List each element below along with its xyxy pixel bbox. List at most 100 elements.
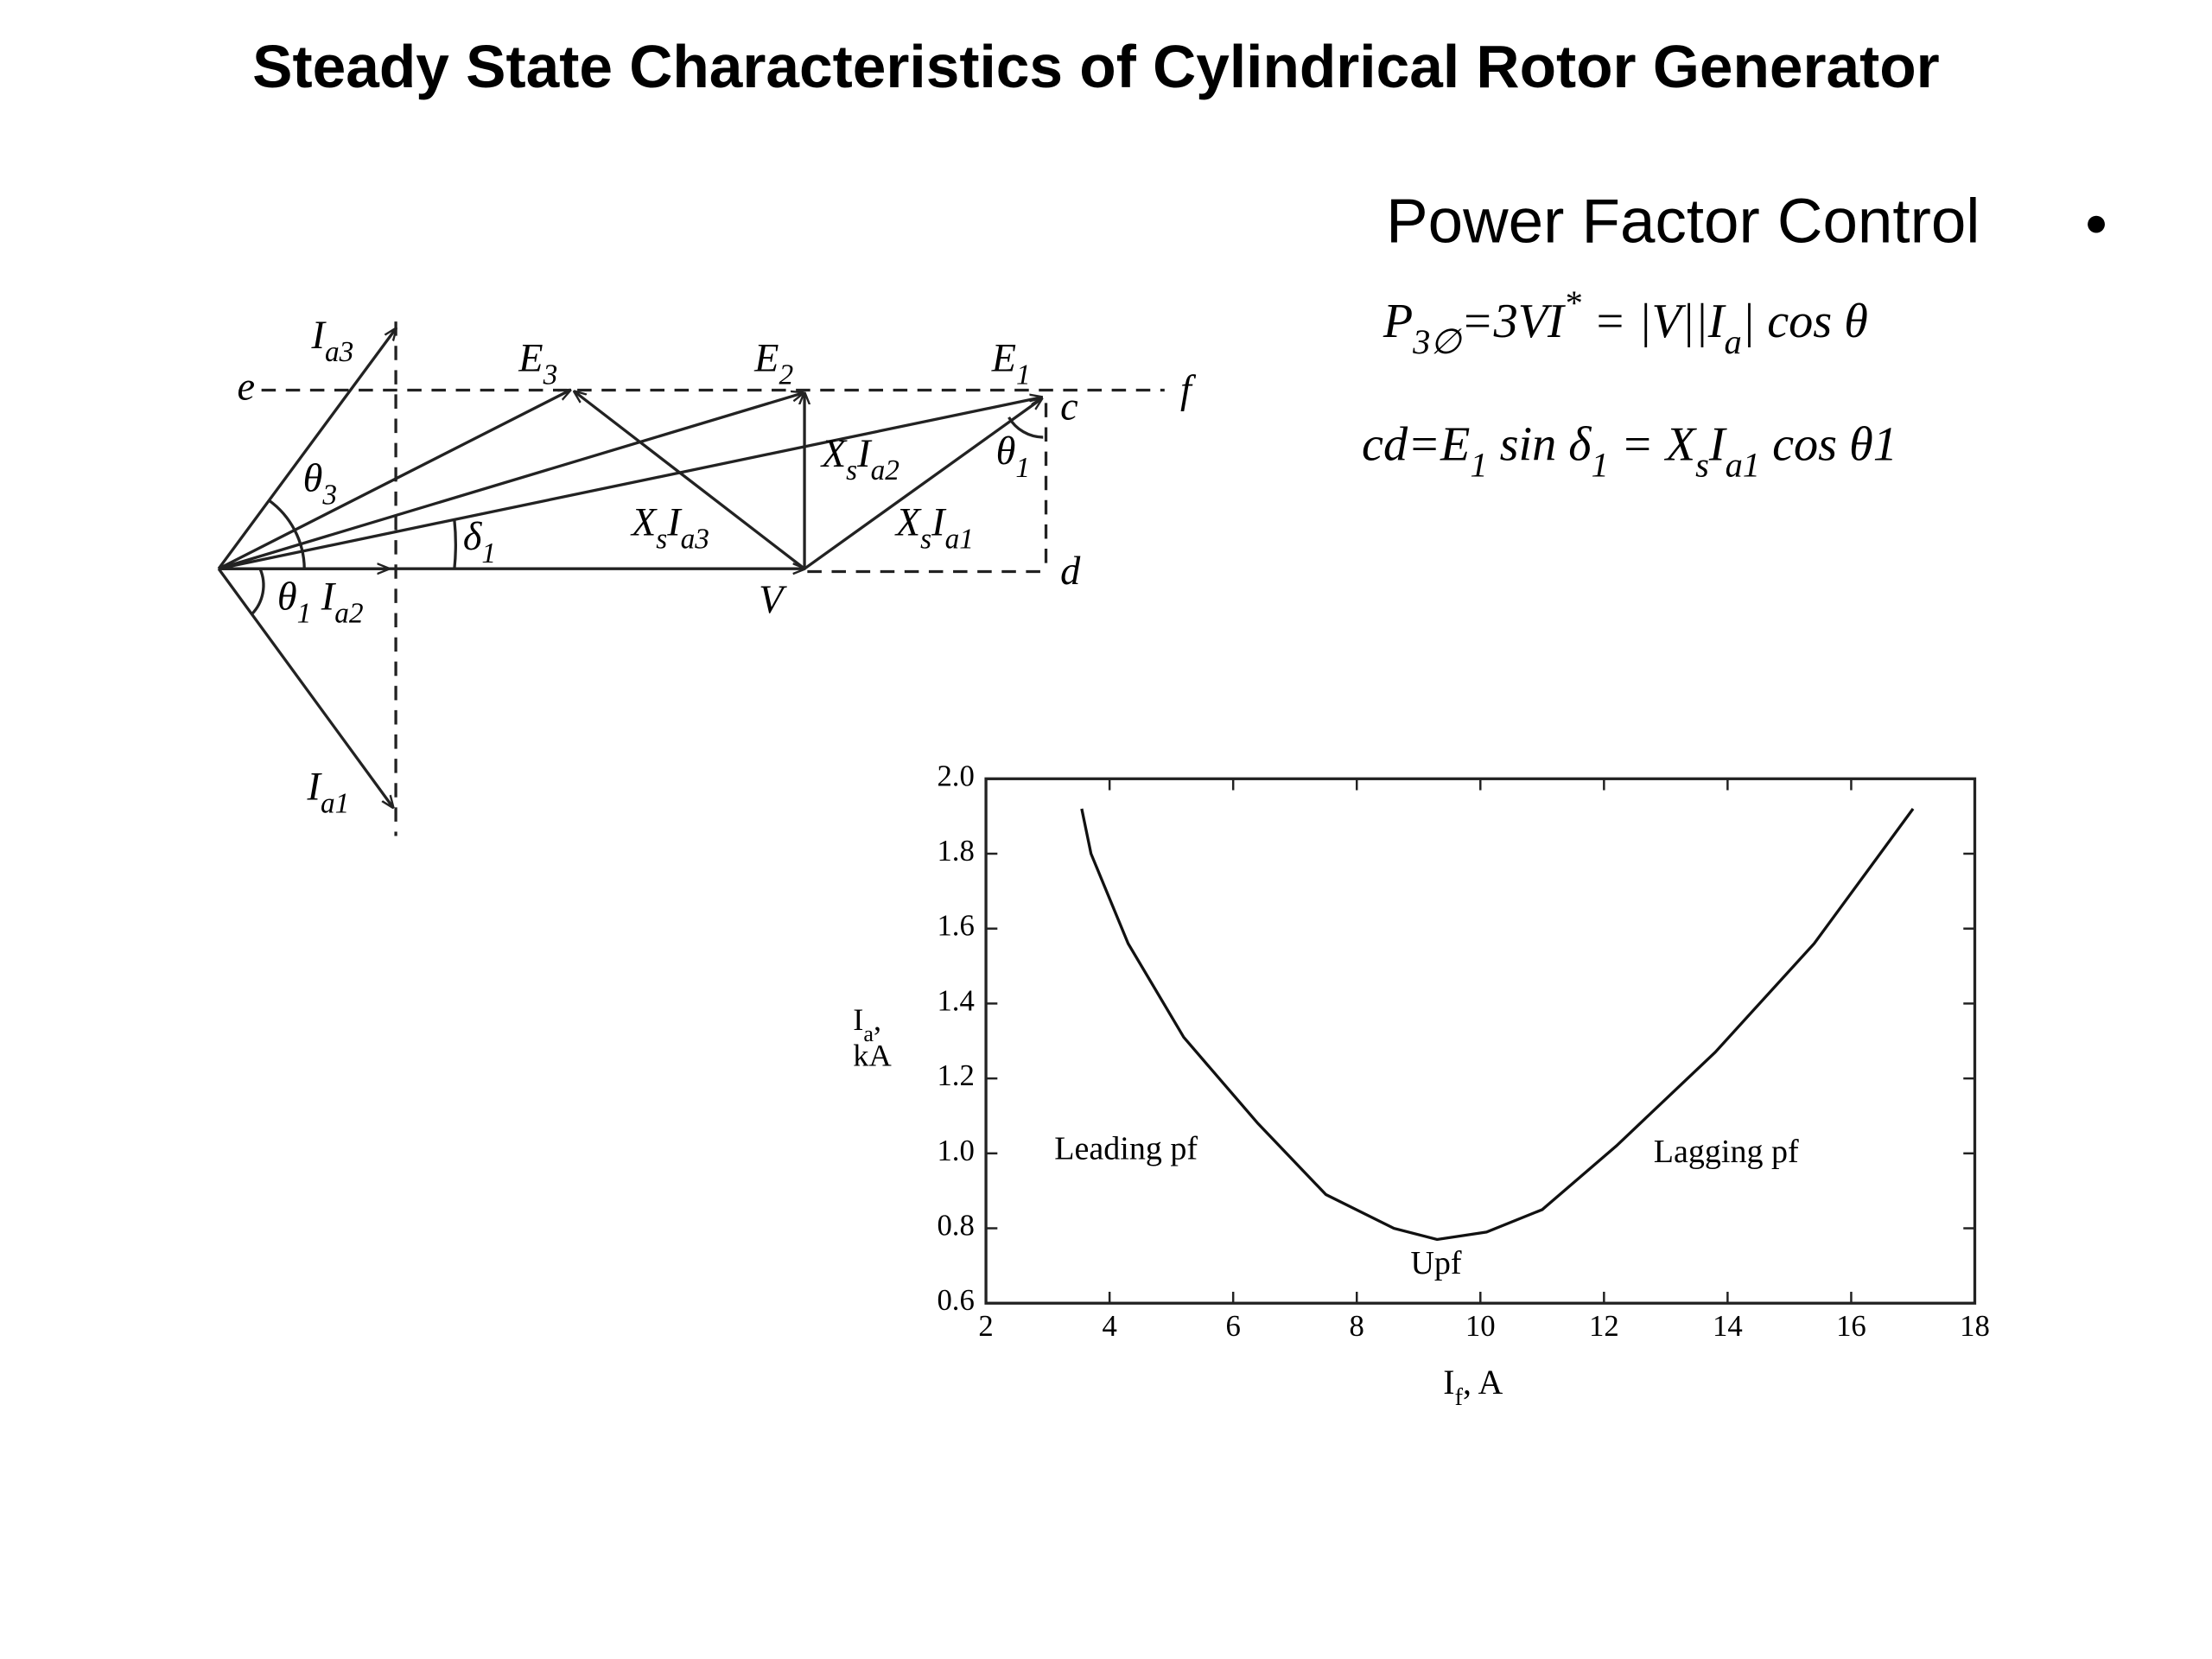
diagram-label-part: X (820, 432, 848, 476)
equation-part: sin δ (1488, 417, 1592, 471)
diagram-label-part: I (307, 765, 323, 809)
diagram-label: E3 (518, 336, 557, 391)
x-tick-label: 4 (1102, 1309, 1116, 1343)
equation-sub: 1 (1591, 445, 1608, 484)
diagram-label-part: f (1180, 367, 1197, 411)
y-tick-label: 1.4 (937, 983, 974, 1017)
x-tick-label: 14 (1713, 1309, 1743, 1343)
diagram-label-part: δ (463, 515, 483, 559)
slide-title: Steady State Characteristics of Cylindri… (252, 33, 1940, 100)
diagram-label-sub: 1 (1016, 359, 1031, 391)
diagram-label: XsIa1 (894, 500, 974, 556)
phasor-ia1 (217, 568, 393, 807)
diagram-label: c (1060, 385, 1078, 429)
x-tick-label: 18 (1960, 1309, 1990, 1343)
equation-part: cos θ1 (1760, 417, 1897, 471)
diagram-label-part: E (518, 336, 543, 380)
phasor-xsia3 (575, 391, 806, 570)
phasor-diagram (217, 321, 1165, 836)
phasor-e3 (218, 390, 570, 570)
x-axis-label: If, A (1443, 1363, 1503, 1411)
diagram-label-sub: 1 (481, 537, 496, 569)
equation-sub: a1 (1726, 445, 1760, 484)
annotation: Lagging pf (1654, 1134, 1799, 1170)
diagram-label-sub: a1 (321, 788, 349, 820)
bullet-text: Power Factor Control (1386, 187, 1980, 257)
diagram-label-sub: 2 (779, 359, 793, 391)
diagram-label-part: V (759, 578, 787, 622)
y-tick-label: 1.8 (937, 834, 974, 868)
diagram-label-part: X (894, 500, 922, 544)
diagram-label-part: θ (303, 456, 323, 500)
x-tick-label: 8 (1350, 1309, 1364, 1343)
diagram-label-part: I (311, 575, 337, 619)
diagram-label: Ia1 (307, 765, 350, 820)
plot-frame (984, 777, 1977, 1305)
equation: cd=E1 sin δ1 = XsIa1 cos θ1 (1362, 417, 1897, 484)
diagram-label: f (1180, 367, 1197, 411)
equation-sub: 1 (1470, 445, 1487, 484)
diagram-label-sub: s (846, 454, 857, 486)
y-tick-label: 0.8 (937, 1208, 974, 1242)
equation-part: = X (1609, 417, 1698, 471)
annotation: Leading pf (1054, 1131, 1198, 1167)
diagram-label-part: E (753, 336, 779, 380)
equation-part: | cos θ (1742, 295, 1868, 348)
equation-sub: 3∅ (1412, 322, 1462, 361)
diagram-label: Ia3 (311, 314, 354, 369)
x-tick-label: 2 (978, 1309, 993, 1343)
diagram-label: θ3 (303, 456, 337, 512)
diagram-label-sub: 3 (543, 359, 558, 391)
x-tick-label: 6 (1226, 1309, 1241, 1343)
y-axis-label-part: , (874, 1002, 881, 1037)
equation: P3∅=3VI* = |V||Ia| cos θ (1382, 283, 1868, 361)
diagram-label-sub: s (920, 524, 931, 556)
x-axis-label-part: I (1443, 1363, 1454, 1402)
diagram-label: θ1 (996, 429, 1030, 485)
diagram-label-part: θ (996, 429, 1016, 474)
diagram-label-sub: s (656, 524, 667, 556)
diagram-label-part: X (630, 500, 658, 544)
x-tick-label: 16 (1836, 1309, 1866, 1343)
x-axis-label-part: , A (1463, 1363, 1503, 1402)
phasor-e2 (218, 393, 803, 570)
diagram-label: XsIa3 (630, 500, 709, 556)
diagram-label-sub: a3 (681, 524, 709, 556)
angle-arc (267, 499, 306, 569)
phasor-ia3 (217, 328, 396, 570)
diagram-label-sub: 3 (321, 479, 337, 511)
diagram-label: θ1 Ia2 (277, 575, 364, 630)
diagram-label-part: d (1060, 549, 1081, 593)
equation-sub: s (1695, 445, 1709, 484)
angle-arc (1007, 416, 1044, 439)
diagram-label-part: I (856, 432, 873, 476)
equation-part: cd=E (1362, 417, 1470, 471)
diagram-label: V (759, 578, 787, 622)
angle-arc (453, 519, 457, 569)
y-tick-label: 2.0 (937, 759, 974, 792)
equation-sub: a (1724, 322, 1741, 361)
diagram-label-part: I (666, 500, 683, 544)
equation-part: P (1382, 295, 1413, 348)
y-tick-label: 1.6 (937, 909, 974, 943)
equation-part: =3VI (1461, 295, 1566, 348)
x-tick-label: 12 (1589, 1309, 1619, 1343)
y-tick-label: 1.2 (937, 1058, 974, 1092)
phasor-xsia1 (804, 398, 1042, 570)
equation-part: I (1708, 417, 1727, 471)
diagram-label-part: I (931, 500, 947, 544)
diagram-label-sub: a2 (334, 598, 363, 630)
diagram-label: E2 (753, 336, 793, 391)
diagram-label-sub: 1 (297, 598, 312, 630)
diagram-label: δ1 (463, 515, 496, 570)
y-axis-label: Ia, (853, 1002, 881, 1046)
diagram-label-part: θ (277, 575, 297, 619)
diagram-label-part: e (238, 365, 256, 409)
annotation: Upf (1410, 1245, 1461, 1281)
curve (1080, 808, 1915, 1242)
bullet-dot (2088, 215, 2105, 233)
equation-part: = |V||I (1581, 295, 1726, 348)
diagram-label-sub: a1 (945, 524, 974, 556)
angle-arc (250, 568, 265, 616)
